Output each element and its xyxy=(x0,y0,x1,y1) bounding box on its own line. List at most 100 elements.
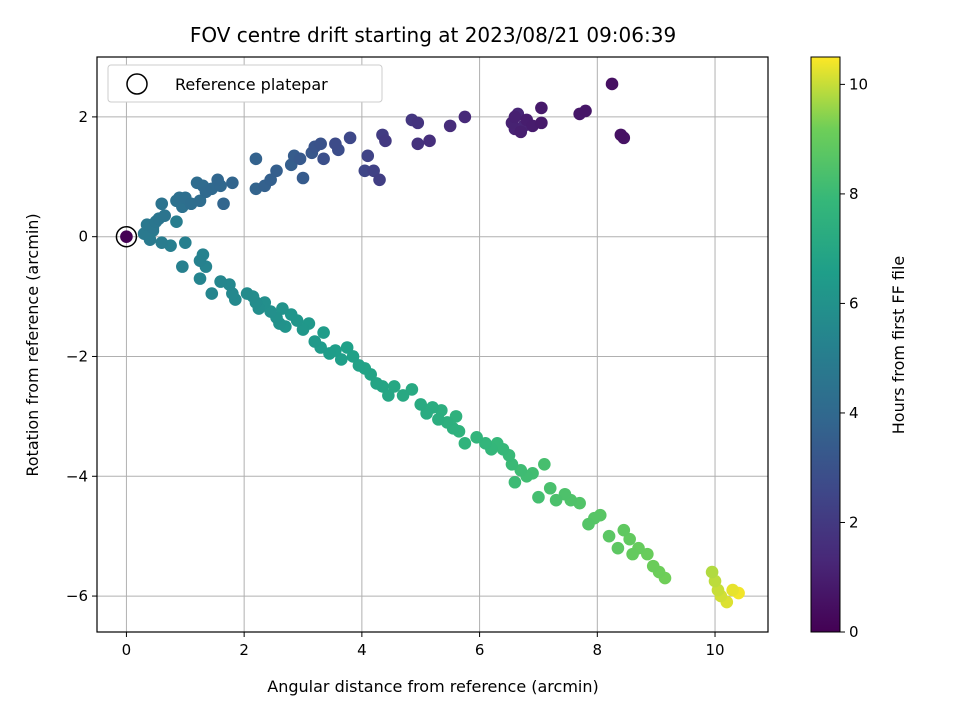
data-point xyxy=(508,110,522,124)
data-point xyxy=(155,197,169,211)
data-point xyxy=(340,341,354,354)
plot-frame xyxy=(96,56,769,633)
data-point xyxy=(367,164,380,178)
data-point xyxy=(178,236,192,249)
data-point xyxy=(284,308,298,321)
colorbar-gradient xyxy=(810,56,841,633)
data-point xyxy=(158,209,171,223)
data-point xyxy=(293,152,307,166)
colorbar-tick-label: 2 xyxy=(849,513,859,531)
x-tick-label: 6 xyxy=(475,641,485,659)
data-point xyxy=(370,377,383,390)
data-point xyxy=(155,236,169,249)
x-axis-ticks: 0 2 4 6 8 10 xyxy=(122,632,725,659)
y-tick-label: −2 xyxy=(66,347,88,365)
grid xyxy=(97,57,768,632)
data-point xyxy=(329,137,342,151)
legend-box xyxy=(107,64,383,103)
data-point xyxy=(641,547,654,561)
data-point xyxy=(514,463,528,477)
data-point xyxy=(420,407,433,420)
chart-title: FOV centre drift starting at 2023/08/21 … xyxy=(190,23,676,47)
data-point xyxy=(449,410,463,423)
data-point xyxy=(623,532,636,546)
data-point xyxy=(270,164,283,178)
legend-entry-reference: Reference platepar xyxy=(175,75,328,94)
y-tick-label: 2 xyxy=(78,108,88,126)
data-point xyxy=(217,197,230,211)
data-point xyxy=(205,287,219,300)
data-point xyxy=(535,116,548,130)
data-point xyxy=(314,137,327,151)
data-point xyxy=(346,350,360,363)
data-point xyxy=(414,398,428,411)
data-point xyxy=(240,287,254,300)
data-point xyxy=(373,173,386,187)
data-point xyxy=(626,547,639,561)
data-point xyxy=(176,260,189,273)
data-point xyxy=(411,137,425,151)
data-point xyxy=(582,517,595,531)
data-point xyxy=(249,152,263,166)
data-point xyxy=(264,173,277,187)
data-point xyxy=(193,272,207,285)
data-point xyxy=(646,559,660,573)
data-points xyxy=(120,77,745,609)
data-point xyxy=(296,323,310,336)
data-point xyxy=(120,230,133,243)
data-point xyxy=(343,131,357,145)
data-point xyxy=(352,359,366,372)
colorbar-tick-label: 10 xyxy=(849,75,868,93)
x-tick-label: 0 xyxy=(122,641,132,659)
data-point xyxy=(532,490,545,504)
reference-platepar-marker xyxy=(115,225,138,248)
data-point xyxy=(317,152,330,166)
data-point xyxy=(617,523,631,537)
data-point xyxy=(334,353,348,366)
plot-background xyxy=(97,57,768,632)
data-point xyxy=(396,389,410,402)
x-tick-label: 8 xyxy=(593,641,603,659)
data-point xyxy=(458,110,472,124)
data-point xyxy=(382,389,395,402)
data-point xyxy=(605,77,619,91)
data-point xyxy=(508,475,522,489)
data-point xyxy=(579,104,592,118)
data-point xyxy=(193,194,207,208)
data-point xyxy=(479,437,492,450)
y-axis-ticks: −6 −4 −2 0 2 xyxy=(66,108,97,605)
data-point xyxy=(411,116,425,130)
data-point xyxy=(211,173,224,187)
data-point xyxy=(443,119,457,133)
data-point xyxy=(535,101,548,115)
data-point xyxy=(611,541,625,555)
data-point xyxy=(543,481,557,495)
x-tick-label: 10 xyxy=(705,641,724,659)
data-point xyxy=(549,493,563,507)
data-point xyxy=(470,431,483,444)
data-point xyxy=(170,215,183,229)
legend: Reference platepar xyxy=(107,64,383,103)
reference-marker xyxy=(115,225,138,248)
colorbar: 0 2 4 6 8 10 Hours from first FF file xyxy=(810,56,908,641)
data-point xyxy=(538,457,551,471)
colorbar-ticks: 0 2 4 6 8 10 xyxy=(840,75,868,641)
data-point xyxy=(264,305,277,318)
data-point xyxy=(317,326,330,339)
x-tick-label: 2 xyxy=(239,641,249,659)
data-point xyxy=(379,134,392,148)
data-point xyxy=(214,275,227,288)
data-point xyxy=(308,335,322,348)
data-point xyxy=(405,383,419,396)
colorbar-tick-label: 6 xyxy=(849,294,859,312)
y-tick-label: 0 xyxy=(78,228,88,246)
colorbar-tick-label: 0 xyxy=(849,623,859,641)
colorbar-label: Hours from first FF file xyxy=(889,256,908,435)
colorbar-tick-label: 4 xyxy=(849,404,859,422)
data-point xyxy=(361,149,375,163)
data-point xyxy=(558,487,572,501)
y-tick-label: −6 xyxy=(66,587,88,605)
data-point xyxy=(432,413,445,426)
legend-marker-icon xyxy=(126,73,148,95)
